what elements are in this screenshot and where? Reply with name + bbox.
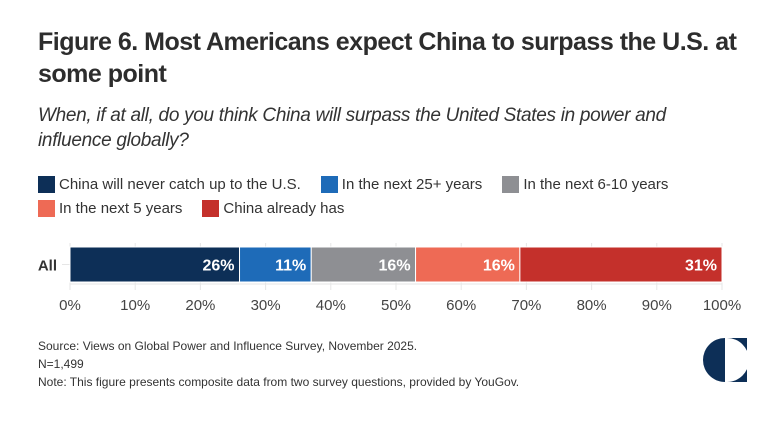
bar-value-label: 16%: [483, 258, 515, 275]
legend-label: In the next 6-10 years: [523, 175, 669, 193]
sample-size: N=1,499: [38, 357, 84, 371]
x-tick-label: 80%: [577, 297, 607, 314]
bar-segment: [415, 246, 521, 283]
x-tick-label: 30%: [251, 297, 281, 314]
x-tick-label: 100%: [703, 297, 741, 314]
x-tick-label: 0%: [59, 297, 81, 314]
method-note: Note: This figure presents composite dat…: [38, 375, 520, 389]
x-tick-label: 50%: [381, 297, 411, 314]
legend-swatch: [202, 199, 220, 217]
bar-segment: [310, 246, 417, 283]
legend-swatch: [38, 199, 55, 217]
legend-item: In the next 25+ years: [320, 175, 483, 193]
chart-subtitle: When, if at all, do you think China will…: [38, 105, 666, 151]
legend-label: In the next 5 years: [59, 199, 183, 217]
bar-value-label: 16%: [379, 258, 411, 275]
bar-value-label: 11%: [275, 258, 306, 275]
half-circle-logo-icon: [703, 338, 747, 382]
legend-item: In the next 6-10 years: [502, 175, 669, 193]
bar-segment: [519, 246, 723, 283]
chart-plot: 26% 11% 16% 16% 31% All 0% 10% 20% 30% 40% 50% 60%…: [38, 243, 741, 314]
legend-swatch: [502, 175, 520, 193]
bars: [69, 246, 723, 283]
category-labels: All: [38, 258, 57, 275]
x-tick-label: 60%: [446, 297, 476, 314]
bar-segment: [239, 246, 312, 283]
bar-labels: 26% 11% 16% 16% 31%: [202, 258, 717, 275]
legend-swatch: [38, 175, 55, 193]
x-tick-label: 40%: [316, 297, 346, 314]
source-note: Source: Views on Global Power and Influe…: [38, 339, 418, 353]
x-tick-label: 90%: [642, 297, 672, 314]
chart-title: Figure 6. Most Americans expect China to…: [38, 28, 737, 88]
legend-item: In the next 5 years: [38, 199, 183, 217]
legend-row: China will never catch up to the U.S. In …: [38, 173, 758, 195]
legend-swatch: [320, 175, 338, 193]
x-tick-label: 10%: [120, 297, 150, 314]
footer: Source: Views on Global Power and Influe…: [38, 337, 519, 391]
legend-label: China will never catch up to the U.S.: [59, 175, 301, 193]
legend-item: China already has: [202, 199, 345, 217]
x-tick-labels: 0% 10% 20% 30% 40% 50% 60% 70% 80% 90% 100%: [59, 297, 741, 314]
category-label: All: [38, 258, 57, 275]
legend-item: China will never catch up to the U.S.: [38, 175, 301, 193]
legend-label: In the next 25+ years: [341, 175, 483, 193]
legend-label: China already has: [223, 199, 345, 217]
x-tick-label: 20%: [185, 297, 215, 314]
bar-value-label: 31%: [685, 258, 717, 275]
x-tick-label: 70%: [511, 297, 541, 314]
legend: China will never catch up to the U.S. In …: [38, 173, 758, 221]
bar-value-label: 26%: [202, 258, 234, 275]
legend-row: In the next 5 years China already has: [38, 197, 758, 219]
